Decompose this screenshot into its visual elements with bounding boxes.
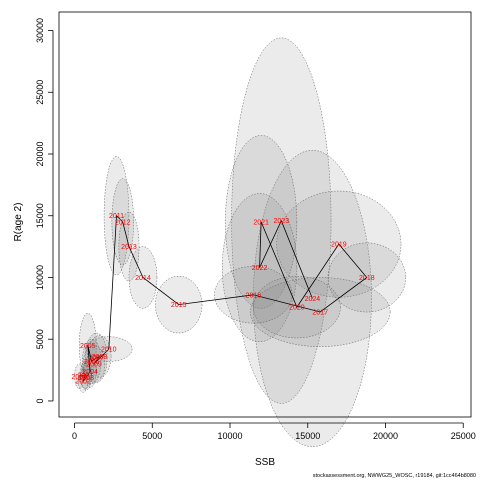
y-tick-label: 25000 [35,80,45,105]
y-axis-title: R(age 2) [13,203,24,242]
year-label-2018: 2018 [359,275,375,282]
y-tick-label: 0 [35,398,45,403]
year-label-2023: 2023 [274,218,290,225]
plot-frame [58,11,472,418]
year-label-2003: 2003 [78,375,94,382]
x-axis-title: SSB [255,457,275,468]
year-label-2014: 2014 [135,275,151,282]
year-label-2002: 2002 [75,379,91,386]
year-label-2008: 2008 [92,354,108,361]
year-label-2001: 2001 [78,373,94,380]
y-tick-label: 15000 [35,203,45,228]
year-label-2012: 2012 [115,219,131,226]
year-label-2021: 2021 [253,219,269,226]
x-tick-label: 25000 [451,431,476,441]
year-label-2015: 2015 [171,302,187,309]
year-label-2000: 2000 [71,374,87,381]
year-label-2011: 2011 [109,213,124,220]
year-label-2010: 2010 [101,347,117,354]
year-label-2019: 2019 [331,242,347,249]
y-tick-label: 5000 [35,329,45,349]
x-tick-label: 10000 [218,431,243,441]
sr-trajectory-line [79,214,368,382]
x-tick-label: 0 [72,431,77,441]
y-tick-label: 20000 [35,141,45,166]
year-label-2022: 2022 [252,265,268,272]
year-label-2016: 2016 [246,292,262,299]
x-tick-label: 15000 [295,431,320,441]
year-label-2013: 2013 [121,244,137,251]
year-label-2020: 2020 [289,305,305,312]
year-label-2017: 2017 [312,310,328,317]
year-label-2005: 2005 [80,343,96,350]
year-label-2006: 2006 [84,359,100,366]
footer-credit: stockassessment.org, NWWG25_WOSC, r19184… [313,473,476,479]
y-tick-label: 10000 [35,265,45,290]
x-tick-label: 20000 [373,431,398,441]
year-label-2009: 2009 [86,361,102,368]
x-tick-label: 5000 [142,431,162,441]
y-tick-label: 30000 [35,18,45,43]
year-label-2024: 2024 [305,296,321,303]
x-axis: 0 5000 10000 15000 20000 25000 [72,422,476,441]
y-axis: 0 5000 10000 15000 20000 25000 30000 [35,18,54,403]
year-label-2004: 2004 [82,369,98,376]
year-label-2007: 2007 [89,355,105,362]
